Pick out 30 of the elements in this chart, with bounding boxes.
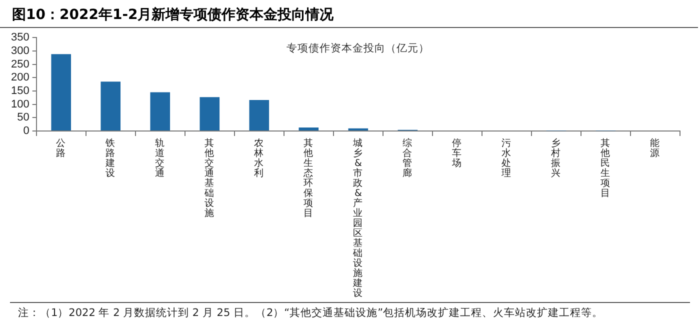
bar — [298, 128, 319, 130]
bar — [100, 82, 121, 130]
y-tick-label: 300 — [10, 44, 30, 57]
y-tick-label: 150 — [10, 85, 30, 98]
x-tick-label: 农林水利 — [253, 138, 264, 180]
y-tick-label: 200 — [10, 72, 30, 84]
x-tick-label: 乡村振兴 — [550, 137, 562, 180]
text: 专项债作资本金投向（亿元） — [286, 42, 430, 55]
x-tick-label: 公路 — [56, 137, 66, 160]
x-tick-label: 停车场 — [451, 137, 462, 170]
y-tick-label: 100 — [10, 98, 30, 110]
bar — [249, 100, 270, 130]
bar — [200, 97, 220, 130]
x-tick-label: 轨道交通 — [155, 137, 166, 180]
x-tick-label: 综合管廊 — [402, 137, 413, 180]
x-tick-label: 其他民生项目 — [600, 137, 611, 200]
x-tick-label: 能源 — [650, 137, 660, 160]
x-tick-label: 污水处理 — [502, 137, 512, 180]
y-tick-label: 50 — [17, 112, 30, 124]
bar — [51, 54, 72, 130]
y-tick-label: 0 — [23, 125, 30, 138]
chart-title: 图10：2022年1-2月新增专项债作资本金投向情况 — [0, 0, 698, 28]
x-tick-label: 其他交通基础设施 — [204, 137, 215, 220]
y-tick-label: 250 — [10, 58, 30, 70]
x-tick-label: 铁路建设 — [104, 137, 116, 180]
bar — [150, 92, 170, 130]
category-label: 城乡&市政&产业园区基础设施建设 — [353, 138, 364, 300]
y-tick-label: 350 — [10, 32, 30, 44]
text: 注：（1）2022 年 2 月数据统计到 2 月 25 日。（2）“其他交通基础设施”包括机场改扩建工程、火车站改扩建工程等。 — [18, 306, 604, 320]
x-tick-label: 其他生态环保项目 — [302, 137, 314, 220]
